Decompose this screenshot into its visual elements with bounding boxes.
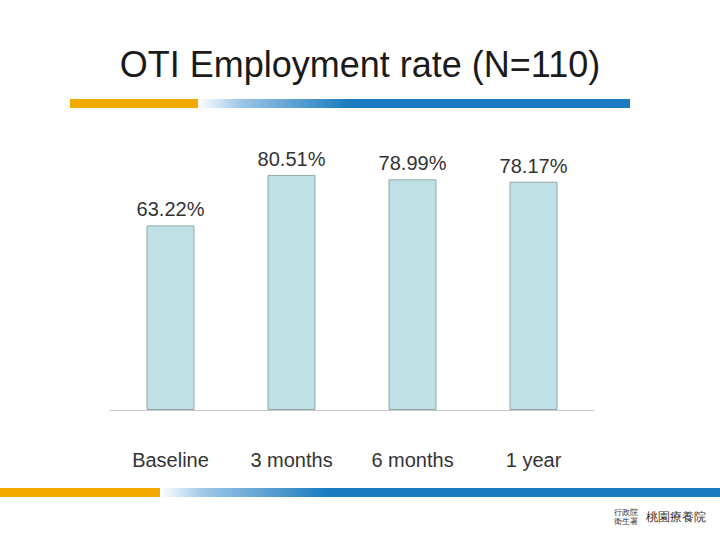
svg-text:3 months: 3 months bbox=[250, 449, 332, 471]
svg-text:63.22%: 63.22% bbox=[137, 198, 205, 220]
html-text:OTI Employment rate (N=110): OTI Employment rate (N=110) bbox=[119, 44, 601, 85]
html-text:桃園療養院: 桃園療養院 bbox=[646, 509, 706, 524]
html-text:行政院衛生署: 行政院衛生署 bbox=[614, 508, 638, 526]
svg-text:78.17%: 78.17% bbox=[500, 155, 568, 177]
svg-text:6 months: 6 months bbox=[371, 449, 453, 471]
svg-text:Baseline: Baseline bbox=[132, 449, 209, 471]
svg-text:1 year: 1 year bbox=[506, 449, 562, 471]
svg-text:80.51%: 80.51% bbox=[258, 148, 326, 170]
svg-text:78.99%: 78.99% bbox=[379, 152, 447, 174]
